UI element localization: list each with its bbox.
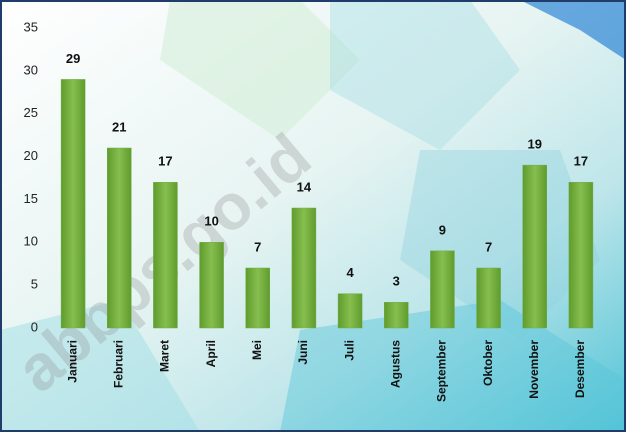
x-tick-label: Juni (296, 340, 310, 365)
y-tick-label: 35 (24, 19, 38, 34)
bar (337, 293, 363, 329)
x-tick-label: Maret (158, 340, 172, 372)
data-label: 17 (158, 154, 172, 169)
data-label: 19 (528, 137, 542, 152)
bar (384, 302, 409, 329)
x-tick-label: Mei (250, 340, 264, 360)
bar (153, 182, 178, 329)
x-tick-label: Oktober (481, 340, 495, 386)
x-tick-label: Agustus (388, 340, 402, 388)
y-tick-label: 30 (24, 62, 38, 77)
bar (245, 267, 270, 329)
x-tick-label: Juli (342, 340, 356, 361)
x-tick-label: November (527, 340, 541, 399)
bar (522, 164, 547, 329)
decor (0, 300, 200, 432)
data-label: 7 (485, 239, 492, 254)
decor (280, 300, 626, 432)
data-label: 3 (393, 274, 400, 289)
data-label: 17 (574, 154, 588, 169)
bar (476, 267, 501, 329)
data-label: 9 (439, 222, 446, 237)
decor (520, 0, 626, 60)
bar (107, 147, 132, 329)
data-label: 29 (66, 51, 80, 66)
bar (430, 250, 455, 329)
x-tick-label: Januari (65, 340, 79, 383)
data-label: 10 (204, 214, 218, 229)
y-tick-label: 25 (24, 105, 38, 120)
data-label: 4 (346, 265, 354, 280)
bar (199, 242, 224, 329)
decor (160, 0, 360, 140)
y-tick-label: 15 (24, 191, 38, 206)
decor (330, 0, 520, 150)
bar (60, 79, 86, 329)
y-tick-label: 20 (24, 148, 38, 163)
y-tick-label: 5 (31, 277, 38, 292)
bar (291, 207, 317, 329)
x-tick-label: Februari (111, 340, 125, 388)
x-tick-label: September (435, 340, 449, 402)
data-label: 7 (254, 239, 261, 254)
x-tick-label: April (204, 340, 218, 367)
y-tick-label: 10 (24, 234, 38, 249)
data-label: 21 (112, 119, 126, 134)
bar (568, 182, 594, 329)
y-tick-label: 0 (31, 319, 38, 334)
x-tick-label: Desember (573, 340, 587, 398)
data-label: 14 (297, 179, 312, 194)
